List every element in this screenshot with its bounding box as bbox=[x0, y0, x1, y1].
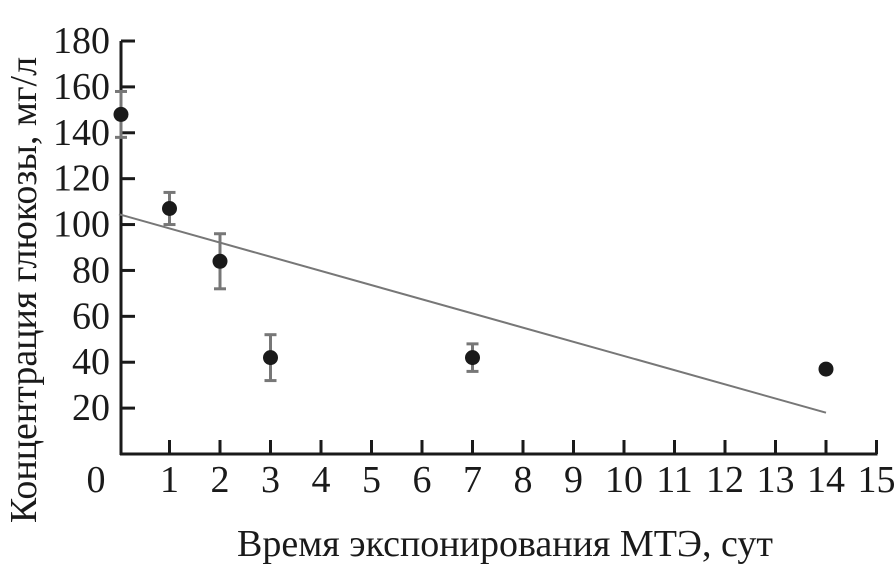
x-tick-label: 3 bbox=[261, 459, 280, 501]
y-tick-label: 80 bbox=[72, 249, 110, 291]
y-tick-label: 40 bbox=[72, 341, 110, 383]
data-point bbox=[212, 253, 228, 269]
x-tick-label: 9 bbox=[564, 459, 583, 501]
data-point bbox=[263, 350, 278, 366]
y-tick-label: 180 bbox=[53, 20, 110, 62]
x-tick-label: 10 bbox=[605, 459, 643, 501]
y-tick-label: 120 bbox=[53, 158, 110, 200]
trendline bbox=[118, 213, 827, 414]
x-tick-label: 15 bbox=[858, 459, 896, 501]
y-tick-label: 160 bbox=[53, 66, 110, 108]
x-tick-label: 7 bbox=[463, 459, 482, 501]
y-tick-label: 20 bbox=[72, 387, 110, 429]
marks bbox=[113, 89, 834, 414]
y-tick-label: 60 bbox=[72, 295, 110, 337]
y-tick-label: 100 bbox=[53, 204, 110, 246]
x-tick-label: 6 bbox=[413, 459, 432, 501]
x-tick-label: 4 bbox=[312, 459, 331, 501]
y-tick-label: 140 bbox=[53, 112, 110, 154]
x-axis-label: Время экспонирования МТЭ, сут bbox=[237, 523, 773, 564]
data-point bbox=[162, 200, 177, 216]
x-tick-label: 5 bbox=[362, 459, 381, 501]
x-tick-label: 1 bbox=[160, 459, 179, 501]
x-tick-label: 14 bbox=[807, 459, 845, 501]
y-axis-label: Концентрация глюкозы, мг/л bbox=[3, 57, 45, 523]
x-tick-label: 12 bbox=[706, 459, 744, 501]
x-tick-label: 2 bbox=[211, 459, 230, 501]
x-tick-label: 8 bbox=[514, 459, 533, 501]
x-tick-label: 0 bbox=[87, 459, 106, 501]
data-point bbox=[818, 361, 834, 377]
data-point bbox=[113, 106, 129, 122]
x-tick-label: 13 bbox=[757, 459, 795, 501]
x-tick-label: 11 bbox=[656, 459, 693, 501]
data-point bbox=[465, 350, 480, 366]
